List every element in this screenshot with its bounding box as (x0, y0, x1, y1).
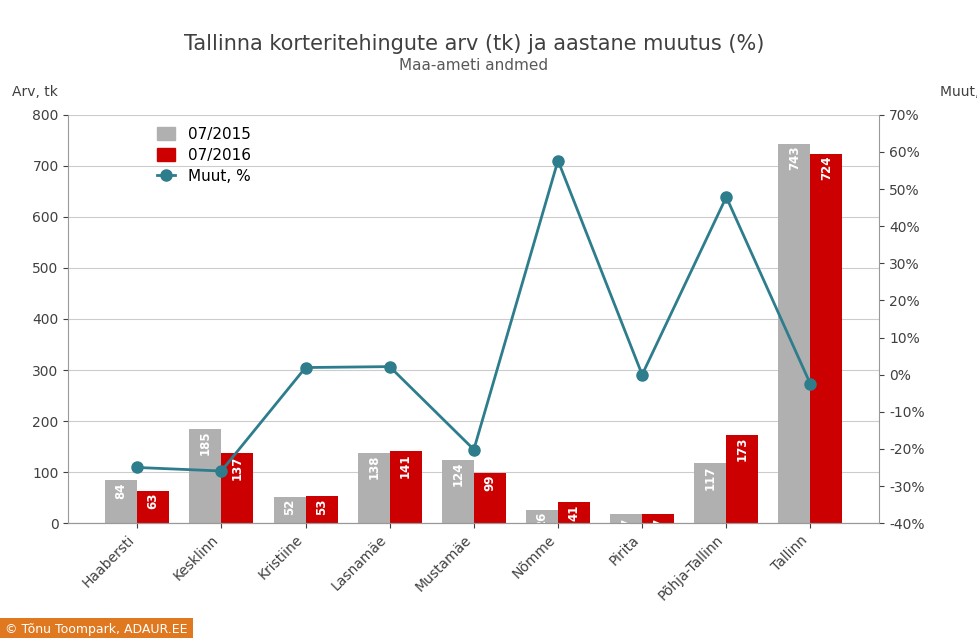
Bar (106, 480, 137, 523)
Text: Tallinna korteritehingute arv (tk) ja aastane muutus (%): Tallinna korteritehingute arv (tk) ja aa… (184, 34, 764, 54)
Text: 53: 53 (315, 498, 328, 514)
Bar (779, 144, 811, 523)
Text: 743: 743 (788, 146, 801, 170)
Bar (390, 451, 422, 523)
Text: Maa-ameti andmed: Maa-ameti andmed (400, 58, 548, 73)
Text: 724: 724 (820, 156, 833, 180)
Bar (726, 435, 758, 523)
Text: 52: 52 (283, 499, 296, 515)
Bar (811, 154, 842, 523)
Text: Arv, tk: Arv, tk (12, 84, 58, 98)
Text: 124: 124 (451, 462, 464, 486)
Bar (526, 510, 558, 523)
Bar (474, 473, 506, 523)
Text: 84: 84 (114, 482, 128, 499)
Text: 41: 41 (568, 504, 580, 521)
Bar (558, 502, 590, 523)
Text: Muut, %: Muut, % (940, 84, 977, 98)
Text: 141: 141 (400, 453, 412, 478)
Text: 26: 26 (535, 512, 548, 528)
Bar (442, 460, 474, 523)
Bar (306, 496, 337, 523)
Legend: 07/2015, 07/2016, Muut, %: 07/2015, 07/2016, Muut, % (157, 126, 251, 184)
Text: 173: 173 (736, 437, 748, 461)
Bar (358, 453, 390, 523)
Bar (611, 514, 642, 523)
Text: 99: 99 (484, 475, 496, 491)
Text: 137: 137 (231, 456, 244, 480)
Text: 185: 185 (199, 431, 212, 456)
Text: 138: 138 (367, 455, 380, 479)
Text: © Tõnu Toompark, ADAUR.EE: © Tõnu Toompark, ADAUR.EE (5, 623, 188, 636)
Text: 117: 117 (703, 466, 717, 490)
Bar (222, 453, 253, 523)
Bar (695, 463, 726, 523)
Text: 17: 17 (619, 517, 633, 533)
Bar (190, 429, 222, 523)
Text: 17: 17 (652, 517, 664, 533)
Bar (274, 496, 306, 523)
Bar (642, 514, 674, 523)
Text: 63: 63 (147, 493, 159, 509)
Bar (137, 491, 169, 523)
